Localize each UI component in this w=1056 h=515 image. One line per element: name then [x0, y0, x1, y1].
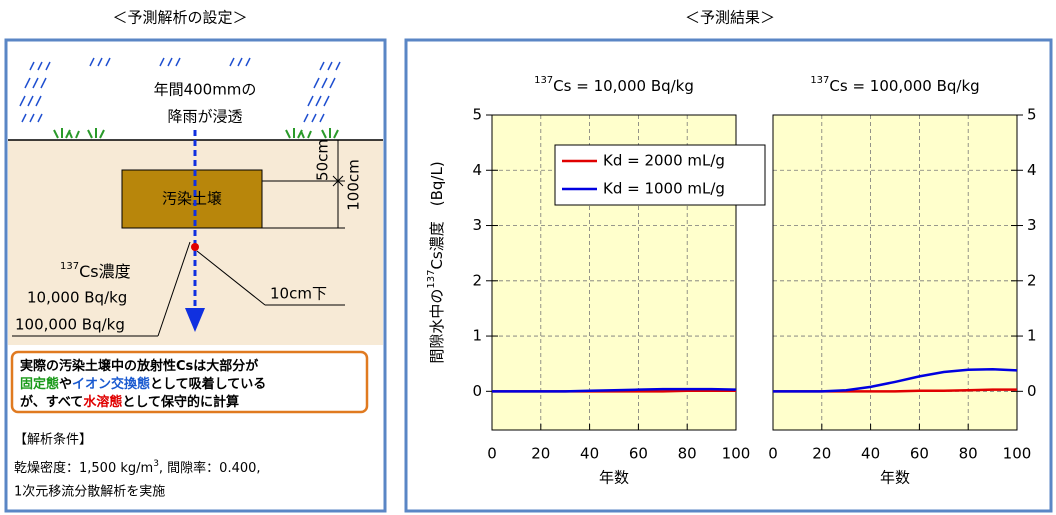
- soil-label: 汚染土壌: [162, 190, 222, 208]
- x-axis-label: 年数: [599, 469, 629, 487]
- page: {"headings": ["＜予測解析の設定＞", "＜予測結果＞"], "d…: [0, 0, 1056, 515]
- superscript: 137: [426, 270, 437, 289]
- depth-label: 10cm下: [270, 285, 327, 303]
- y-tick-label: 3: [472, 216, 482, 234]
- y-tick-label: 0: [1027, 382, 1037, 400]
- text: , 間隙率：0.400,: [159, 460, 261, 476]
- note-text: として保守的に計算: [122, 394, 239, 410]
- heading: ＜予測結果＞: [685, 9, 775, 27]
- x-tick-label: 20: [531, 445, 550, 463]
- superscript: 137: [810, 75, 829, 86]
- conditions-line: 乾燥密度：1,500 kg/m3, 間隙率：0.400,: [14, 459, 261, 476]
- text: 乾燥密度：1,500 kg/m: [14, 460, 153, 476]
- note-line: 固定態やイオン交換態として吸着している: [20, 376, 266, 392]
- x-tick-label: 0: [487, 445, 497, 463]
- x-tick-label: 0: [768, 445, 778, 463]
- x-tick-label: 40: [861, 445, 880, 463]
- conditions-line: 1次元移流分散解析を実施: [14, 484, 165, 500]
- note-line: が、すべて水溶態として保守的に計算: [20, 394, 239, 410]
- legend-label: Kd = 1000 mL/g: [603, 180, 725, 198]
- x-tick-label: 20: [812, 445, 831, 463]
- y-tick-label: 5: [1027, 106, 1037, 124]
- x-tick-label: 100: [722, 445, 751, 463]
- x-tick-label: 80: [678, 445, 697, 463]
- x-axis-label: 年数: [880, 469, 910, 487]
- label: Cs濃度 (Bq/L): [428, 161, 446, 269]
- y-axis-label: 間隙水中の137Cs濃度 (Bq/L): [426, 161, 446, 363]
- x-tick-label: 100: [1003, 445, 1032, 463]
- note-text: 水溶態: [83, 394, 122, 410]
- y-tick-label: 1: [472, 327, 482, 345]
- note-text: や: [59, 377, 72, 392]
- label: 間隙水中の: [428, 289, 446, 364]
- superscript: 137: [60, 261, 79, 272]
- y-tick-label: 2: [472, 271, 482, 289]
- rain-label: 降雨が浸透: [167, 108, 242, 126]
- legend-label: Kd = 2000 mL/g: [603, 152, 725, 170]
- note-text: 固定態: [20, 376, 59, 392]
- y-tick-label: 2: [1027, 271, 1037, 289]
- title-text: Cs = 100,000 Bq/kg: [829, 77, 979, 95]
- concentration-value: 100,000 Bq/kg: [15, 316, 125, 334]
- y-tick-label: 4: [1027, 161, 1037, 179]
- chart-title: 137Cs = 100,000 Bq/kg: [810, 75, 979, 95]
- y-tick-label: 5: [472, 106, 482, 124]
- label: Cs濃度: [79, 262, 131, 281]
- dimension-label: 50cm: [314, 139, 332, 181]
- note-text: として吸着している: [150, 376, 266, 392]
- observation-point: [191, 243, 199, 251]
- rain-label: 年間400mmの: [154, 81, 257, 99]
- note-text: イオン交換態: [72, 376, 150, 392]
- superscript: 137: [534, 75, 553, 86]
- concentration-value: 10,000 Bq/kg: [27, 289, 127, 307]
- title-text: Cs = 10,000 Bq/kg: [553, 77, 694, 95]
- note-text: が、すべて: [20, 394, 83, 410]
- x-tick-label: 60: [629, 445, 648, 463]
- note-text: 実際の汚染土壌中の放射性Csは大部分が: [20, 358, 258, 374]
- y-tick-label: 0: [472, 382, 482, 400]
- dimension-label: 100cm: [345, 159, 363, 211]
- conditions-title: 【解析条件】: [14, 432, 92, 448]
- x-tick-label: 80: [959, 445, 978, 463]
- heading: ＜予測解析の設定＞: [112, 9, 247, 27]
- note-line: 実際の汚染土壌中の放射性Csは大部分が: [20, 358, 258, 374]
- y-tick-label: 1: [1027, 327, 1037, 345]
- figure: ＜予測解析の設定＞ ＜予測結果＞ 年間400mmの 降雨が浸透 汚染土壌 50c…: [0, 0, 1056, 515]
- x-tick-label: 60: [910, 445, 929, 463]
- y-tick-label: 4: [472, 161, 482, 179]
- chart-title: 137Cs = 10,000 Bq/kg: [534, 75, 694, 95]
- x-tick-label: 40: [580, 445, 599, 463]
- y-tick-label: 3: [1027, 216, 1037, 234]
